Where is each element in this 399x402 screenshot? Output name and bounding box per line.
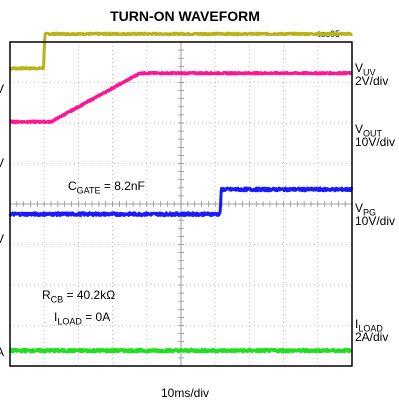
cut-mark-vpg: V [0, 232, 5, 246]
annotation-cgate: CGATE = 8.2nF [68, 179, 145, 196]
trace-vpg [8, 186, 354, 218]
annotation-iload: ILOAD = 0A [54, 310, 111, 327]
legend-vout: VOUT 10V/div [355, 122, 396, 149]
cut-mark-vuv: V [0, 82, 5, 96]
cut-mark-iload: A [0, 345, 5, 359]
chart-title: TURN-ON WAVEFORM [110, 8, 260, 24]
scale-vout: 10V/div [355, 135, 396, 149]
annotation-rcb: RCB = 40.2kΩ [42, 288, 116, 305]
x-axis-label: 10ms/div [160, 386, 210, 400]
scale-vpg: 10V/div [355, 214, 396, 228]
cut-mark-vout: V [0, 156, 5, 170]
legend-vuv: VUV 2V/div [355, 61, 389, 88]
trace-vout [8, 70, 354, 125]
grid [9, 41, 353, 367]
scale-iload: 2A/div [355, 330, 389, 344]
scale-vuv: 2V/div [355, 74, 389, 88]
legend-iload: ILOAD 2A/div [355, 317, 389, 344]
legend-vpg: VPG 10V/div [355, 201, 396, 228]
trace-vuv [8, 31, 354, 71]
traces [8, 31, 354, 354]
plot-frame [9, 41, 353, 367]
trace-iload [8, 347, 354, 354]
